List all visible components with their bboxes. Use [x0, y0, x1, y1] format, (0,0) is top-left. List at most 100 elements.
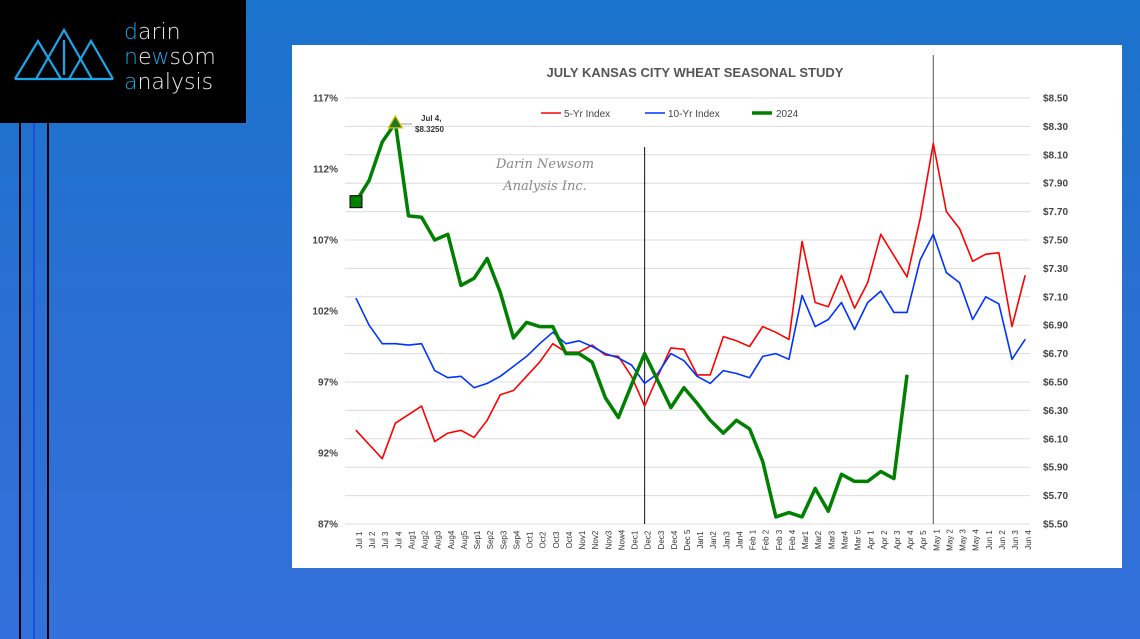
x-tick-label: Jan2 [709, 531, 718, 549]
data-point [512, 337, 514, 339]
data-point [499, 375, 501, 377]
data-point [867, 480, 869, 482]
data-point [919, 218, 921, 220]
data-point [893, 311, 895, 313]
x-tick-label: Jul 4 [394, 531, 403, 548]
x-tick-label: Aug4 [447, 530, 456, 549]
legend-5yr: 5-Yr Index [564, 109, 610, 120]
data-point [854, 307, 856, 309]
data-point [762, 326, 764, 328]
data-point [775, 331, 777, 333]
x-tick-label: Mar3 [827, 530, 836, 549]
x-tick-label: Feb 1 [749, 529, 758, 550]
right-tick-label: $7.10 [1043, 292, 1068, 303]
x-tick-label: Oct2 [539, 531, 548, 548]
data-point [696, 375, 698, 377]
data-point [709, 382, 711, 384]
data-point [735, 372, 737, 374]
data-point [762, 461, 764, 463]
data-point [959, 228, 961, 230]
data-point [447, 233, 449, 235]
data-point [932, 233, 934, 235]
x-tick-label: Mar 5 [854, 529, 863, 550]
x-tick-label: Sep1 [473, 530, 482, 549]
logo: darin newsom analysis [0, 0, 246, 123]
x-tick-label: Feb 3 [775, 529, 784, 550]
data-point [932, 142, 934, 144]
right-tick-label: $6.90 [1043, 321, 1068, 332]
data-point [421, 405, 423, 407]
data-point [827, 510, 829, 512]
x-tick-label: Mar2 [814, 530, 823, 549]
data-point [631, 375, 633, 377]
data-point [447, 377, 449, 379]
x-tick-label: Jan4 [735, 531, 744, 549]
chart-card [292, 45, 1122, 568]
right-tick-label: $6.70 [1043, 349, 1068, 360]
data-point [512, 390, 514, 392]
data-point [1024, 338, 1026, 340]
data-point [499, 292, 501, 294]
data-point [644, 382, 646, 384]
x-tick-label: Oct1 [526, 531, 535, 548]
right-tick-label: $7.70 [1043, 207, 1068, 218]
right-tick-label: $8.30 [1043, 122, 1068, 133]
data-point [539, 326, 541, 328]
data-point [631, 384, 633, 386]
x-tick-label: Apr 3 [893, 530, 902, 550]
data-point [919, 259, 921, 261]
data-point [617, 355, 619, 357]
x-tick-label: Dec 5 [683, 529, 692, 550]
x-tick-label: Sep4 [512, 530, 521, 549]
x-tick-label: Feb 4 [788, 529, 797, 550]
right-tick-label: $6.10 [1043, 434, 1068, 445]
data-point [801, 240, 803, 242]
legend-2024: 2024 [776, 109, 799, 120]
data-point [683, 360, 685, 362]
data-point [945, 272, 947, 274]
right-tick-label: $8.50 [1043, 94, 1068, 105]
start-square-marker [349, 195, 363, 209]
data-point [670, 407, 672, 409]
left-tick-label: 92% [318, 449, 338, 460]
data-point [867, 282, 869, 284]
data-point [460, 375, 462, 377]
x-tick-label: Jul 3 [381, 531, 390, 548]
x-tick-label: Apr 4 [906, 530, 915, 550]
data-point [394, 343, 396, 345]
data-point [486, 257, 488, 259]
data-point [906, 311, 908, 313]
data-point [407, 215, 409, 217]
data-point [788, 338, 790, 340]
data-point [434, 370, 436, 372]
x-tick-label: Apr 2 [880, 530, 889, 550]
data-point [788, 512, 790, 514]
x-tick-label: May 3 [959, 529, 968, 551]
data-point [604, 397, 606, 399]
right-tick-label: $7.30 [1043, 264, 1068, 275]
x-tick-label: Jun 1 [985, 530, 994, 550]
data-point [355, 429, 357, 431]
right-tick-label: $7.90 [1043, 179, 1068, 190]
data-point [840, 301, 842, 303]
data-point [1011, 358, 1013, 360]
x-tick-label: Sep2 [486, 530, 495, 549]
data-point [552, 343, 554, 345]
chart-title: JULY KANSAS CITY WHEAT SEASONAL STUDY [547, 65, 844, 80]
left-tick-label: 107% [312, 236, 338, 247]
data-point [959, 282, 961, 284]
data-point [735, 340, 737, 342]
left-tick-label: 117% [313, 94, 338, 105]
legend-10yr: 10-Yr Index [668, 109, 720, 120]
data-point [604, 354, 606, 356]
data-point [526, 375, 528, 377]
data-point [814, 326, 816, 328]
data-point [539, 361, 541, 363]
data-point [473, 387, 475, 389]
data-point [565, 353, 567, 355]
data-point [434, 441, 436, 443]
data-point [617, 417, 619, 418]
data-point [722, 370, 724, 372]
data-point [565, 343, 567, 345]
